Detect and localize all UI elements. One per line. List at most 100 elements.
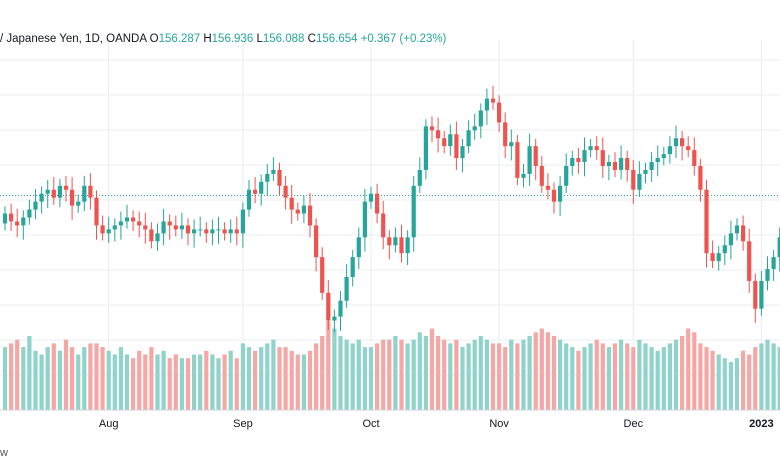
- volume-bar: [393, 336, 398, 410]
- candle-body: [399, 237, 404, 254]
- candle-body: [375, 193, 380, 214]
- volume-bar: [222, 354, 227, 410]
- candle-body: [15, 221, 20, 226]
- volume-bar: [759, 343, 764, 410]
- candle-body: [70, 189, 75, 206]
- volume-bar: [497, 343, 502, 410]
- candle-body: [533, 146, 538, 166]
- volume-bar: [606, 347, 611, 410]
- candle-body: [692, 150, 697, 166]
- volume-bar: [27, 336, 32, 410]
- candle-body: [362, 201, 367, 238]
- candle-body: [564, 165, 569, 186]
- volume-bar: [582, 347, 587, 410]
- volume-bar: [643, 343, 648, 410]
- candle-body: [234, 229, 239, 234]
- candle-body: [600, 150, 605, 166]
- candle-body: [643, 169, 648, 174]
- candle-body: [442, 138, 447, 147]
- volume-bar: [509, 339, 514, 410]
- candle-body: [112, 225, 117, 230]
- candle-body: [88, 185, 93, 198]
- volume-bar: [686, 328, 691, 410]
- volume-bar: [777, 347, 780, 410]
- candle-body: [344, 276, 349, 301]
- volume-bar: [332, 328, 337, 410]
- candle-body: [192, 229, 197, 234]
- time-axis: Aug Sep Oct Nov Dec 2023: [99, 418, 774, 430]
- candle-body: [326, 292, 331, 321]
- candle-body: [490, 98, 496, 103]
- volume-bar: [649, 347, 654, 410]
- volume-bar: [344, 339, 349, 410]
- footer-text: w: [0, 447, 8, 459]
- candle-body: [381, 213, 386, 238]
- candle-body: [649, 162, 654, 170]
- candle-body: [240, 209, 245, 234]
- volume-bar: [631, 347, 636, 410]
- volume-bar: [771, 343, 776, 410]
- candle-body: [619, 158, 624, 170]
- candle-body: [295, 209, 300, 214]
- candle-body: [722, 245, 727, 254]
- volume-bar: [600, 343, 605, 410]
- candle-body: [2, 213, 8, 224]
- volume-bar: [741, 350, 746, 410]
- volume-bar: [680, 336, 685, 410]
- volume-bar: [405, 343, 410, 410]
- volume-bar: [173, 354, 178, 410]
- volume-bar: [765, 339, 770, 410]
- candle-body: [460, 146, 465, 159]
- volume-bar: [118, 347, 123, 410]
- candle-body: [228, 229, 233, 234]
- volume-bar: [704, 347, 709, 410]
- volume-bar: [33, 350, 38, 410]
- candle-body: [667, 146, 672, 155]
- volume-bar: [423, 336, 428, 410]
- volume-bar: [210, 354, 215, 410]
- volume-bar: [734, 358, 740, 410]
- candle-body: [259, 181, 264, 194]
- candle-body: [747, 241, 752, 281]
- volume-bar: [472, 339, 477, 410]
- volume-bar: [76, 354, 81, 410]
- candle-body: [118, 221, 123, 226]
- candle-body: [436, 130, 441, 139]
- candle-body: [253, 189, 258, 194]
- candle-body: [661, 154, 666, 159]
- candle-body: [307, 205, 313, 226]
- candle-body: [222, 229, 227, 234]
- time-axis-label: Sep: [233, 418, 253, 430]
- candle-body: [680, 138, 685, 147]
- volume-bar: [442, 339, 447, 410]
- volume-bar: [192, 354, 197, 410]
- volume-bar: [161, 350, 166, 410]
- volume-bar: [576, 350, 581, 410]
- volume-bar: [698, 343, 703, 410]
- candle-body: [57, 185, 62, 198]
- volume-bar: [314, 343, 319, 410]
- candle-body: [704, 189, 709, 254]
- candle-body: [497, 102, 502, 123]
- volume-bar: [338, 336, 343, 410]
- volume-bar: [124, 354, 130, 410]
- candle-body: [503, 122, 508, 147]
- time-axis-label: Aug: [99, 418, 119, 430]
- volume-bar: [564, 343, 569, 410]
- candlesticks: [2, 85, 780, 333]
- volume-bar: [39, 354, 44, 410]
- volume-bar: [478, 336, 483, 410]
- candle-body: [76, 201, 81, 206]
- volume-bar: [112, 354, 117, 410]
- candle-body: [106, 229, 111, 234]
- volume-bar: [265, 343, 270, 410]
- candle-body: [710, 253, 715, 262]
- volume-bar: [167, 358, 172, 410]
- volume-bar: [198, 354, 203, 410]
- volume-bar: [45, 347, 50, 410]
- volume-bar: [747, 354, 752, 410]
- candle-body: [759, 280, 764, 309]
- volume-bar: [387, 339, 392, 410]
- candle-body: [411, 185, 416, 238]
